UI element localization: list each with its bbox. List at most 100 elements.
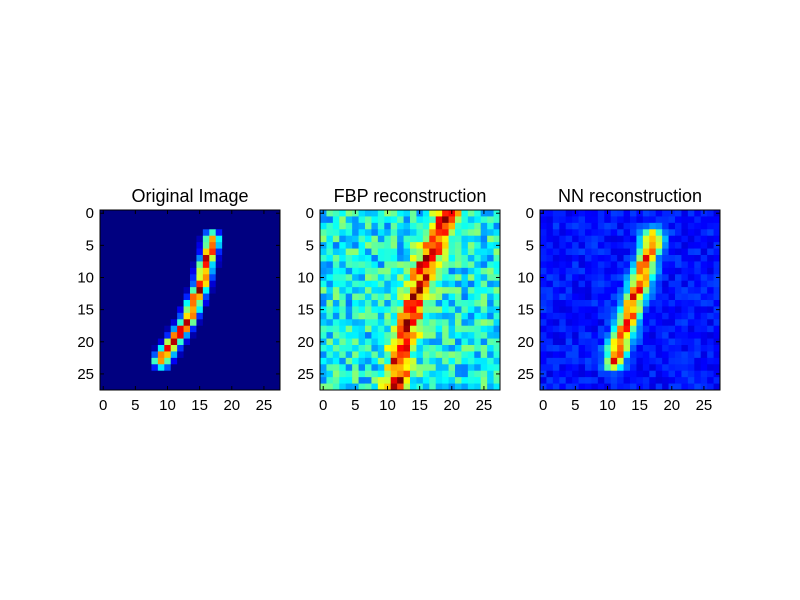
- heatmap-cell: [429, 274, 437, 282]
- heatmap-cell: [591, 338, 599, 346]
- heatmap-cell: [604, 319, 612, 327]
- heatmap-cell: [565, 383, 573, 390]
- heatmap-cell: [228, 319, 236, 327]
- heatmap-cell: [416, 345, 424, 352]
- heatmap-cell: [597, 274, 605, 282]
- heatmap-cell: [358, 383, 366, 390]
- heatmap-cell: [106, 338, 114, 346]
- heatmap-cell: [235, 293, 242, 301]
- heatmap-cell: [352, 300, 359, 307]
- heatmap-cell: [694, 306, 702, 314]
- heatmap-cell: [675, 210, 682, 217]
- heatmap-cell: [422, 383, 430, 390]
- heatmap-cell: [655, 370, 663, 378]
- heatmap-cell: [235, 235, 242, 243]
- heatmap-cell: [429, 319, 437, 327]
- heatmap-cell: [416, 248, 424, 256]
- heatmap-cell: [540, 267, 547, 275]
- heatmap-cell: [591, 248, 599, 256]
- heatmap-cell: [247, 267, 255, 275]
- heatmap-cell: [273, 222, 280, 230]
- heatmap-cell: [487, 338, 494, 346]
- heatmap-cell: [202, 210, 210, 217]
- y-tick-label: 0: [306, 205, 314, 222]
- heatmap-cell: [170, 370, 178, 378]
- heatmap-cell: [655, 255, 663, 262]
- heatmap-cell: [151, 248, 159, 256]
- heatmap-cell: [132, 267, 139, 275]
- heatmap-cell: [636, 216, 644, 224]
- heatmap-cell: [700, 235, 708, 243]
- heatmap-cell: [623, 357, 631, 365]
- heatmap-cell: [604, 357, 612, 365]
- heatmap-cell: [617, 216, 624, 224]
- heatmap-cell: [591, 345, 599, 352]
- heatmap-cell: [546, 267, 554, 275]
- heatmap-cell: [662, 261, 669, 269]
- heatmap-cell: [164, 255, 172, 262]
- x-tick-label: 5: [351, 397, 359, 414]
- heatmap-cell: [442, 325, 449, 333]
- heatmap-cell: [565, 357, 573, 365]
- heatmap-cell: [273, 267, 280, 275]
- heatmap-cell: [565, 293, 573, 301]
- heatmap-cell: [467, 222, 475, 230]
- heatmap-cell: [202, 280, 210, 288]
- heatmap-cell: [345, 287, 353, 294]
- heatmap-cell: [151, 319, 159, 327]
- heatmap-cell: [119, 325, 127, 333]
- axes-frame: [99, 209, 281, 391]
- heatmap-cell: [630, 255, 637, 262]
- heatmap-cell: [235, 364, 242, 372]
- heatmap-cell: [119, 312, 127, 320]
- heatmap-cell: [416, 235, 424, 243]
- heatmap-cell: [540, 235, 547, 243]
- heatmap-cell: [377, 370, 385, 378]
- heatmap-cell: [222, 280, 229, 288]
- heatmap-cell: [228, 248, 236, 256]
- heatmap-cell: [397, 229, 404, 237]
- heatmap-cell: [332, 280, 340, 288]
- heatmap-cell: [435, 261, 443, 269]
- heatmap-cell: [559, 345, 567, 352]
- heatmap-cell: [591, 357, 599, 365]
- heatmap-cell: [552, 274, 560, 282]
- heatmap-cell: [617, 255, 624, 262]
- heatmap-cell: [642, 345, 650, 352]
- heatmap-cell: [320, 255, 327, 262]
- heatmap-cell: [474, 351, 482, 359]
- heatmap-cell: [578, 312, 586, 320]
- heatmap-cell: [467, 338, 475, 346]
- heatmap-cell: [145, 306, 152, 314]
- heatmap-cell: [416, 293, 424, 301]
- heatmap-cell: [700, 319, 708, 327]
- heatmap-cell: [190, 319, 197, 327]
- heatmap-cell: [435, 377, 443, 384]
- heatmap-cell: [397, 370, 404, 378]
- heatmap-cell: [410, 319, 417, 327]
- heatmap-cell: [157, 325, 165, 333]
- heatmap-cell: [455, 261, 462, 269]
- heatmap-cell: [202, 300, 210, 307]
- heatmap-cell: [222, 319, 229, 327]
- heatmap-cell: [435, 351, 443, 359]
- heatmap-cell: [429, 357, 437, 365]
- heatmap-cell: [371, 364, 379, 372]
- heatmap-cell: [572, 267, 579, 275]
- heatmap-cell: [100, 345, 107, 352]
- heatmap-cell: [435, 229, 443, 237]
- heatmap-cell: [493, 222, 500, 230]
- heatmap-cell: [112, 319, 120, 327]
- heatmap-cell: [157, 222, 165, 230]
- heatmap-cell: [125, 319, 133, 327]
- heatmap-cell: [410, 325, 417, 333]
- heatmap-cell: [435, 222, 443, 230]
- heatmap-cell: [228, 351, 236, 359]
- heatmap-cell: [675, 377, 682, 384]
- heatmap-cell: [448, 338, 456, 346]
- heatmap-cell: [578, 280, 586, 288]
- heatmap-cell: [461, 370, 469, 378]
- heatmap-cell: [241, 222, 249, 230]
- heatmap-cell: [151, 383, 159, 390]
- heatmap-cell: [448, 280, 456, 288]
